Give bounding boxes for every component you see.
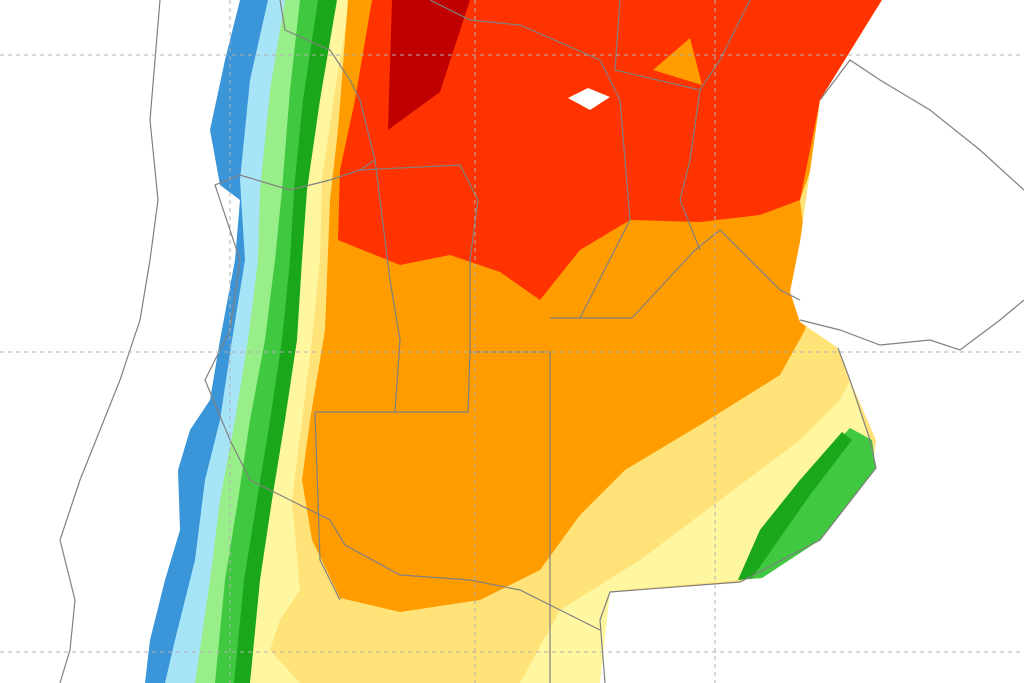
political-borders [59, 0, 1024, 683]
contour-layers [145, 0, 1024, 683]
contour-orange-patch [653, 38, 702, 85]
missing-data-hole [568, 88, 610, 110]
contour-pale-yellow-southeast [520, 380, 870, 683]
contour-dark-red [388, 0, 470, 130]
atlantic-coast [599, 347, 877, 683]
uruguay-border [819, 59, 1024, 191]
province-border-1 [359, 164, 551, 683]
province-border-8 [374, 159, 401, 413]
rio-de-la-plata-coast [799, 299, 1024, 351]
ocean-mask [600, 0, 1024, 683]
province-border-2 [315, 351, 471, 413]
province-border-5 [429, 0, 631, 319]
andes-border [204, 0, 601, 631]
contour-dark-green-southeast [738, 432, 852, 580]
chile-coastline [59, 0, 161, 683]
province-border-4 [550, 229, 801, 319]
province-border-3 [314, 411, 341, 601]
contour-red [338, 0, 882, 300]
province-border-7 [679, 89, 701, 251]
